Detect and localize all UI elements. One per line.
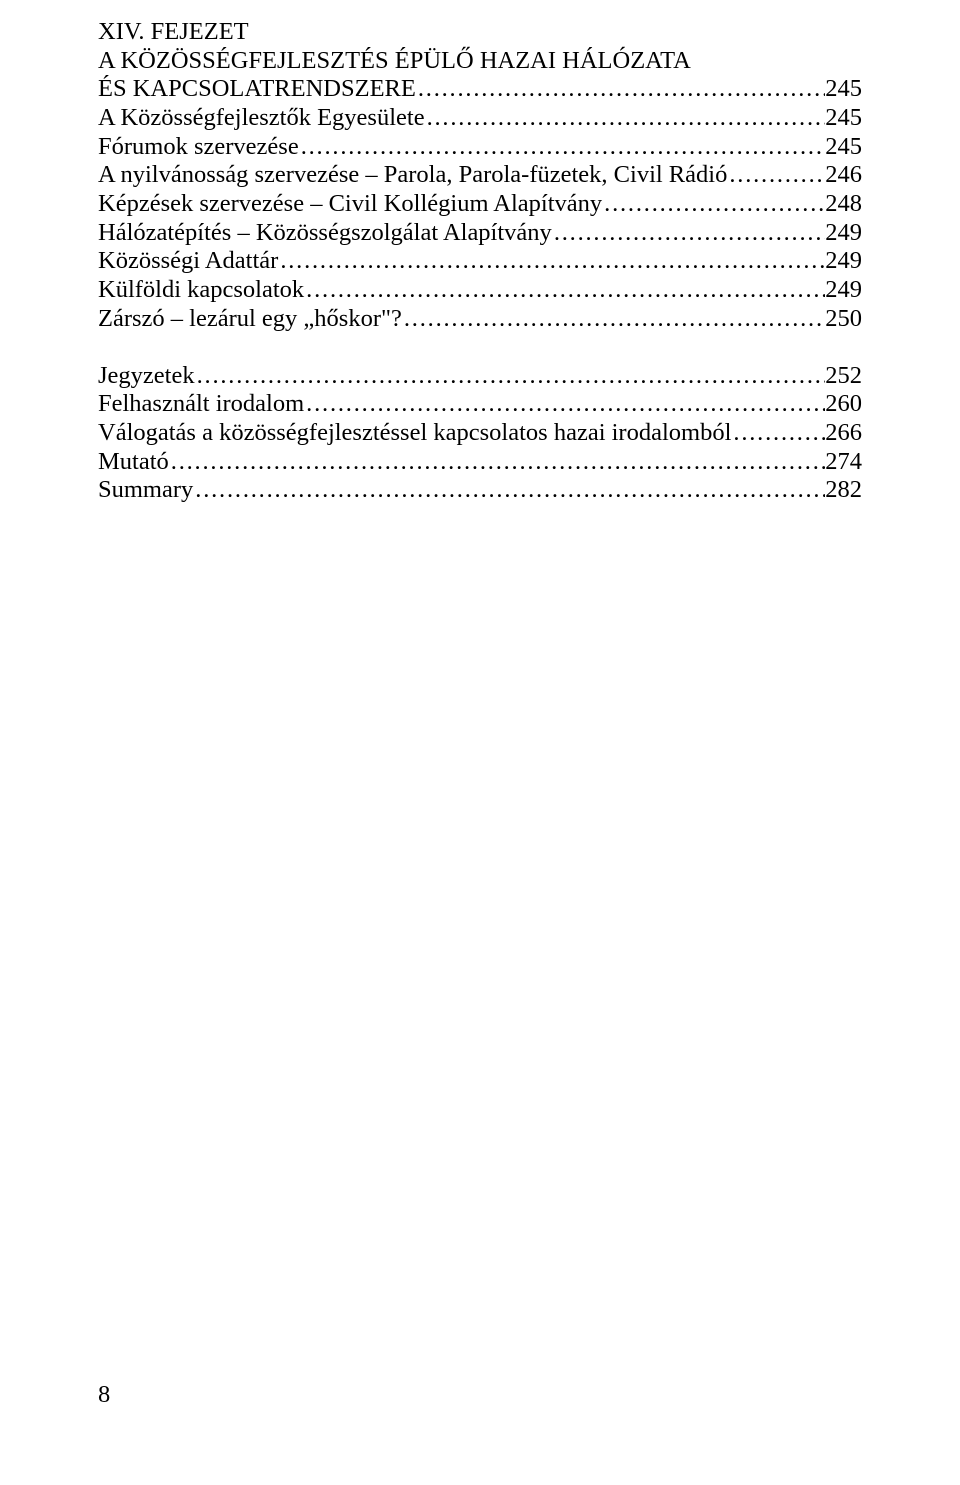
toc-page-number: 248 xyxy=(825,190,862,219)
toc-entry: Fórumok szervezése 245 xyxy=(98,133,862,162)
toc-page-number: 266 xyxy=(825,419,862,448)
toc-leader-dots xyxy=(304,276,825,305)
toc-page-number: 274 xyxy=(825,448,862,477)
toc-page-number: 249 xyxy=(825,247,862,276)
toc-leader-dots xyxy=(416,75,825,104)
toc-label: Közösségi Adattár xyxy=(98,247,278,276)
toc-page-number: 245 xyxy=(825,75,862,104)
toc-page-number: 245 xyxy=(825,133,862,162)
toc-entry: Summary 282 xyxy=(98,476,862,505)
toc-label: Hálózatépítés – Közösségszolgálat Alapít… xyxy=(98,219,552,248)
toc-page-number: 249 xyxy=(825,276,862,305)
toc-leader-dots xyxy=(425,104,826,133)
toc-entry: Válogatás a közösségfejlesztéssel kapcso… xyxy=(98,419,862,448)
toc-page-number: 250 xyxy=(825,305,862,334)
toc-label: ÉS KAPCSOLATRENDSZERE xyxy=(98,75,416,104)
toc-label: Zárszó – lezárul egy „hőskor"? xyxy=(98,305,402,334)
toc-leader-dots xyxy=(169,448,825,477)
toc-label: Jegyzetek xyxy=(98,362,195,391)
toc-label: A nyilvánosság szervezése – Parola, Paro… xyxy=(98,161,727,190)
toc-label: Mutató xyxy=(98,448,169,477)
toc-leader-dots xyxy=(402,305,825,334)
chapter-title-line-2: ÉS KAPCSOLATRENDSZERE 245 xyxy=(98,75,862,104)
page-number: 8 xyxy=(98,1381,110,1409)
toc-label: Külföldi kapcsolatok xyxy=(98,276,304,305)
toc-page-number: 245 xyxy=(825,104,862,133)
toc-page-number: 252 xyxy=(825,362,862,391)
toc-leader-dots xyxy=(278,247,825,276)
toc-leader-dots xyxy=(727,161,825,190)
toc-page-number: 249 xyxy=(825,219,862,248)
toc-entry: A nyilvánosság szervezése – Parola, Paro… xyxy=(98,161,862,190)
toc-label: A Közösségfejlesztők Egyesülete xyxy=(98,104,425,133)
toc-page-number: 260 xyxy=(825,390,862,419)
toc-leader-dots xyxy=(299,133,826,162)
toc-entry: A Közösségfejlesztők Egyesülete 245 xyxy=(98,104,862,133)
toc-page-number: 282 xyxy=(825,476,862,505)
toc-content: XIV. FEJEZET A KÖZÖSSÉGFEJLESZTÉS ÉPÜLŐ … xyxy=(98,0,862,505)
toc-leader-dots xyxy=(731,419,825,448)
toc-label: Summary xyxy=(98,476,193,505)
toc-label: Fórumok szervezése xyxy=(98,133,299,162)
section-gap xyxy=(98,333,862,362)
toc-entry: Zárszó – lezárul egy „hőskor"? 250 xyxy=(98,305,862,334)
toc-entry: Képzések szervezése – Civil Kollégium Al… xyxy=(98,190,862,219)
toc-entry: Közösségi Adattár 249 xyxy=(98,247,862,276)
toc-leader-dots xyxy=(193,476,825,505)
chapter-title-line-1: A KÖZÖSSÉGFEJLESZTÉS ÉPÜLŐ HAZAI HÁLÓZAT… xyxy=(98,47,862,76)
toc-page-number: 246 xyxy=(825,161,862,190)
toc-entry: Hálózatépítés – Közösségszolgálat Alapít… xyxy=(98,219,862,248)
toc-leader-dots xyxy=(552,219,825,248)
toc-entry: Felhasznált irodalom 260 xyxy=(98,390,862,419)
toc-label: Felhasznált irodalom xyxy=(98,390,304,419)
toc-leader-dots xyxy=(602,190,825,219)
toc-entry: Jegyzetek 252 xyxy=(98,362,862,391)
toc-label: Válogatás a közösségfejlesztéssel kapcso… xyxy=(98,419,731,448)
toc-leader-dots xyxy=(195,362,826,391)
toc-entry: Mutató 274 xyxy=(98,448,862,477)
chapter-number: XIV. FEJEZET xyxy=(98,18,862,47)
toc-leader-dots xyxy=(304,390,825,419)
toc-entry: Külföldi kapcsolatok 249 xyxy=(98,276,862,305)
toc-label: Képzések szervezése – Civil Kollégium Al… xyxy=(98,190,602,219)
